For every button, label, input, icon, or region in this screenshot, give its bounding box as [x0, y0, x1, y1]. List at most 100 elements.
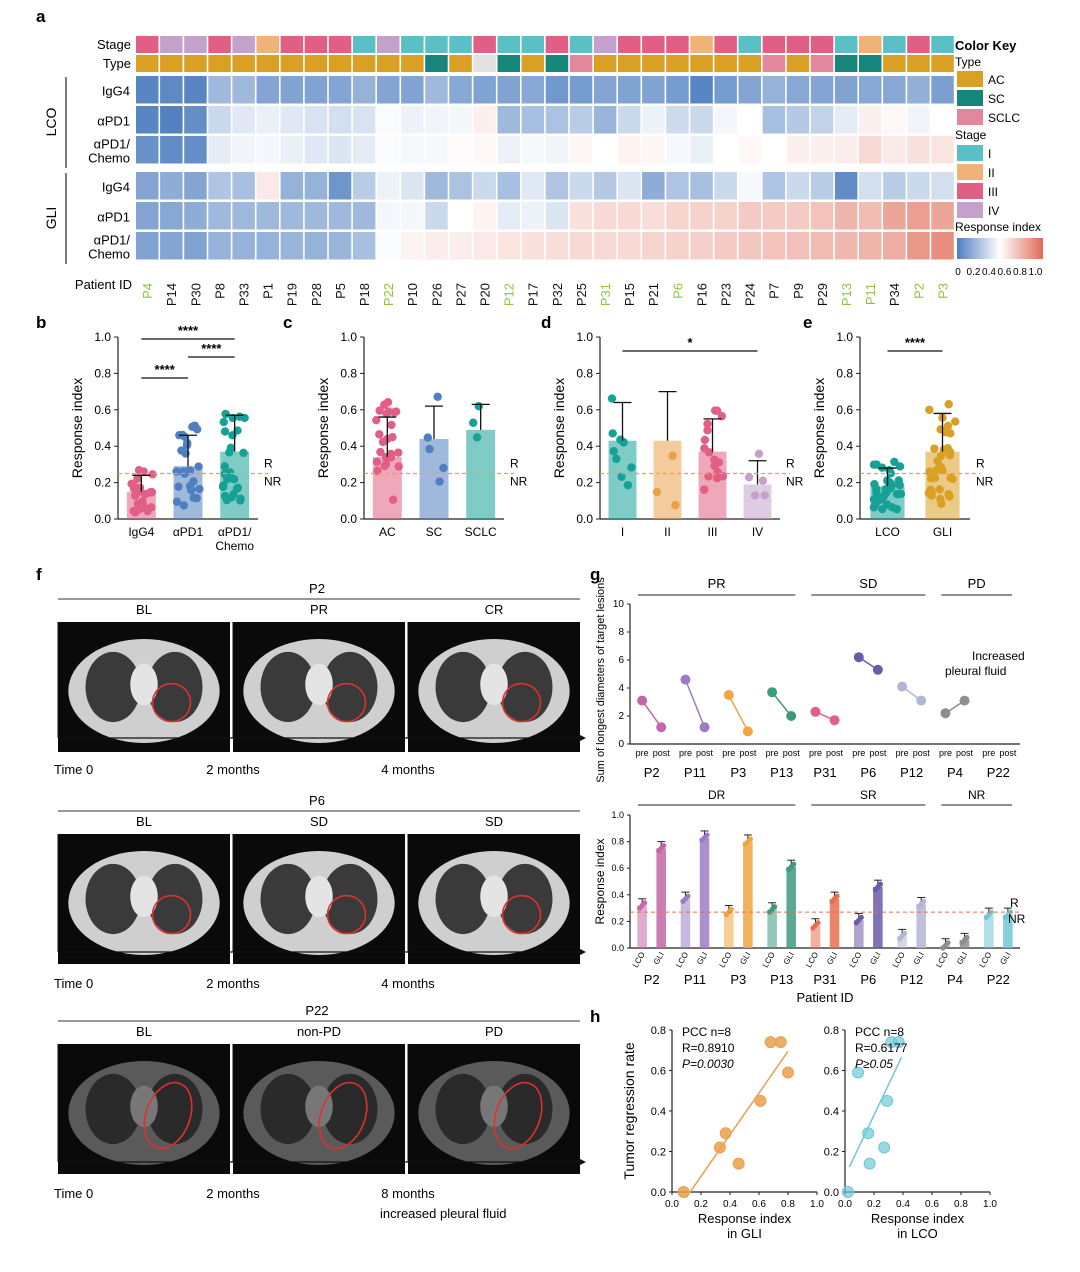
patient-label: P13: [770, 972, 793, 987]
type-cell: [401, 55, 424, 72]
data-point: [143, 504, 152, 514]
heatmap-cell: [280, 172, 304, 200]
ct-mediastinum: [130, 1085, 158, 1128]
timeline-label: 4 months: [381, 762, 435, 777]
key-type-entries: AC SC SCLC: [957, 71, 1020, 125]
patient-label: P22: [987, 765, 1010, 780]
stats-line: P≥0.05: [855, 1057, 893, 1071]
heatmap-cell: [352, 202, 376, 230]
heatmap-cell: [328, 172, 352, 200]
patient-id: P1: [261, 283, 276, 299]
heatmap-cell: [473, 106, 496, 134]
stage-cell: [618, 36, 641, 53]
ct-lung-left: [435, 651, 491, 723]
heatmap-cell: [883, 106, 906, 134]
stage-cell: [810, 36, 834, 53]
post-point: [916, 695, 927, 706]
heatmap-cell: [473, 202, 496, 230]
sub-label: LCO: [934, 951, 950, 970]
y-tick-label: 0.8: [611, 837, 624, 847]
patient-id: P2: [911, 283, 926, 299]
heatmap-cell: [328, 136, 352, 164]
data-point: [179, 501, 189, 510]
stage-cell: [184, 36, 207, 53]
timeline-label: 8 months: [381, 1186, 435, 1201]
heatmap-cell: [738, 232, 761, 260]
heatmap-cell: [256, 136, 279, 164]
sub-label: LCO: [848, 951, 864, 970]
heatmap-cell: [762, 76, 786, 104]
data-point: [225, 468, 235, 477]
y-tick-label: 0.2: [576, 476, 593, 490]
heatmap-cell: [834, 202, 858, 230]
data-point: [758, 476, 768, 485]
heatmap-cell: [593, 172, 617, 200]
sub-label: LCO: [891, 951, 907, 970]
heatmap-cell: [714, 172, 737, 200]
threshold-label-r: R: [786, 457, 795, 471]
data-point: [192, 425, 202, 434]
heatmap-cell: [907, 76, 930, 104]
heatmap-cell: [304, 202, 328, 230]
heatmap-cell: [810, 76, 834, 104]
data-point: [943, 421, 953, 431]
post-point: [742, 726, 753, 737]
data-point: [895, 462, 905, 471]
pre-point: [723, 690, 734, 700]
bar: [786, 866, 796, 948]
data-point: [388, 432, 397, 442]
patient-id: P6: [670, 283, 685, 299]
type-cell: [690, 55, 713, 72]
data-point: [185, 481, 195, 491]
y-tick-label: 0.0: [824, 1187, 839, 1199]
y-tick-label: 0.0: [94, 512, 111, 526]
stage-cell: [304, 36, 328, 53]
data-point: [815, 920, 821, 926]
bar: [724, 912, 734, 948]
ct-stage-label: BL: [136, 1024, 152, 1039]
data-point: [642, 900, 648, 906]
x-tick-label: SC: [426, 525, 443, 539]
data-point: [609, 447, 618, 456]
response-index-tick: 0: [955, 267, 961, 278]
stage-cell: [786, 36, 810, 53]
post-label: post: [999, 748, 1017, 758]
patient-id: P28: [309, 283, 324, 306]
data-point: [439, 463, 448, 473]
y-tick-label: 0.2: [94, 476, 111, 490]
type-cell: [618, 55, 641, 72]
post-point: [872, 664, 883, 675]
stage-cell: [328, 36, 352, 53]
ct-stage-label: CR: [485, 602, 504, 617]
stage-cell: [738, 36, 761, 53]
heatmap-cell: [714, 202, 737, 230]
heatmap-cell: [497, 232, 520, 260]
panel-b-label: b: [36, 313, 46, 332]
data-point: [895, 480, 904, 490]
data-point: [375, 430, 384, 439]
y-axis-label: Response index: [811, 378, 827, 478]
case-patient-label: P22: [305, 1003, 328, 1018]
ct-lung-left: [85, 651, 141, 723]
heatmap-cell: [449, 76, 472, 104]
data-point: [936, 425, 945, 434]
data-point: [136, 502, 145, 511]
data-point: [172, 467, 181, 476]
data-point: [131, 484, 140, 494]
patient-id: P18: [357, 283, 372, 306]
key-type-label: SC: [988, 92, 1005, 106]
pre-label: pre: [679, 748, 692, 758]
x-tick-label: 0.8: [954, 1199, 968, 1210]
y-tick-label: 0.0: [651, 1187, 666, 1199]
heatmap-cell: [859, 172, 882, 200]
data-point: [944, 490, 953, 499]
heatmap-cell: [762, 172, 786, 200]
scatter-point: [878, 1141, 891, 1154]
heatmap-cell: [304, 76, 328, 104]
y-tick-label: 0.0: [576, 512, 593, 526]
pre-point: [810, 706, 821, 717]
heatmap-cell: [352, 76, 376, 104]
scatter-point: [863, 1157, 876, 1170]
